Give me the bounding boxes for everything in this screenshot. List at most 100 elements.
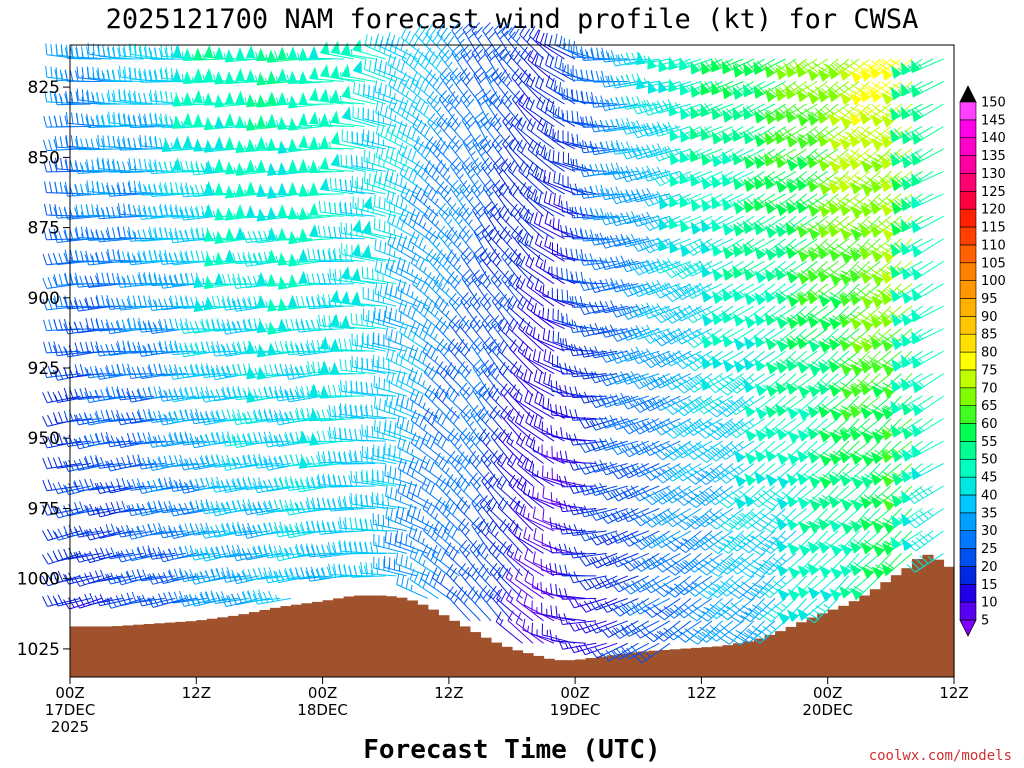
barb-flag [73, 438, 80, 450]
barb-flag [58, 231, 63, 243]
barb-flag [398, 120, 403, 132]
barb-flag [116, 161, 121, 173]
barb-half-flag [405, 136, 409, 143]
barb-flag [115, 343, 121, 355]
barb-flag [349, 338, 353, 351]
barb-flag [190, 251, 195, 263]
barb-flag [139, 44, 142, 56]
terrain-column [585, 658, 597, 677]
barb-half-flag [410, 517, 413, 524]
barb-half-flag [170, 53, 174, 60]
barb-half-flag [75, 528, 79, 536]
barb-half-flag [170, 142, 174, 150]
barb-flag [126, 570, 132, 582]
barb-flag [63, 505, 69, 516]
barb-pennant [266, 91, 277, 105]
barb-flag [153, 386, 158, 398]
barb-flag [57, 528, 64, 540]
barb-flag [211, 295, 216, 308]
terrain-column [575, 659, 587, 677]
barb-half-flag [265, 322, 268, 330]
barb-pennant [287, 70, 298, 84]
barb-flag [289, 523, 295, 535]
barb-flag [423, 104, 430, 116]
terrain-column [206, 618, 218, 677]
wind-barb [43, 139, 81, 152]
wind-barb [338, 564, 376, 577]
barb-half-flag [181, 74, 184, 81]
barb-half-flag [399, 495, 402, 502]
barb-half-flag [437, 129, 442, 135]
barb-flag [410, 320, 417, 332]
barb-pennant [235, 67, 246, 82]
barb-half-flag [134, 187, 137, 194]
barb-flag [184, 570, 190, 581]
barb-staff [120, 124, 155, 127]
barb-flag [147, 343, 153, 355]
barb-flag [380, 124, 385, 137]
barb-pennant [362, 195, 373, 210]
barb-pennant [266, 273, 277, 287]
wind-barb [64, 70, 102, 82]
barb-flag [142, 230, 147, 242]
barb-half-flag [244, 97, 247, 104]
barb-pennant [341, 266, 351, 280]
barb-pennant [214, 230, 225, 244]
barb-flag [41, 575, 49, 587]
terrain-column [533, 655, 545, 677]
barb-flag [137, 525, 143, 537]
barb-pennant [245, 93, 256, 108]
barb-half-flag [91, 166, 95, 173]
barb-flag [329, 177, 332, 189]
barb-flag [372, 469, 374, 481]
barb-flag [405, 420, 410, 432]
barb-flag [101, 182, 105, 194]
barb-pennant [298, 112, 309, 126]
barb-flag [131, 527, 138, 539]
barb-flag [63, 297, 69, 310]
wind-barb [84, 528, 123, 541]
barb-half-flag [133, 302, 137, 309]
barb-flag [105, 431, 111, 444]
barb-flag [85, 318, 90, 330]
barb-flag [110, 596, 117, 608]
barb-flag [132, 341, 137, 354]
wind-barb [94, 343, 134, 357]
barb-pennant [245, 204, 256, 219]
barb-flag [403, 211, 410, 223]
barb-flag [153, 48, 158, 60]
barb-half-flag [383, 183, 385, 190]
barb-flag [394, 467, 397, 479]
barb-flag [89, 366, 95, 378]
barb-flag [76, 88, 79, 100]
barb-flag [355, 471, 358, 483]
barb-flag [49, 181, 53, 193]
barb-flag [116, 139, 121, 151]
barb-flag [147, 456, 153, 468]
barb-flag [377, 470, 379, 482]
barb-flag [101, 70, 105, 82]
barb-flag [247, 276, 253, 288]
barb-staff [141, 418, 176, 421]
barb-flag [417, 372, 423, 384]
barb-flag [52, 391, 59, 403]
barb-half-flag [424, 175, 429, 182]
barb-flag [132, 295, 137, 307]
barb-flag [122, 340, 126, 352]
terrain-column [417, 604, 429, 677]
wind-barb [96, 114, 134, 127]
barb-staff [78, 237, 113, 240]
barb-flag [195, 387, 200, 399]
barb-pennant [319, 177, 330, 191]
wind-barb [52, 594, 92, 607]
barb-flag [383, 399, 386, 412]
barb-flag [96, 272, 100, 284]
barb-flag [349, 429, 353, 441]
wind-barb [54, 181, 92, 195]
barb-flag [391, 259, 395, 272]
barb-flag [84, 552, 91, 563]
barb-flag [84, 593, 90, 605]
barb-half-flag [371, 456, 373, 463]
barb-flag [268, 522, 274, 534]
wind-barb [115, 524, 155, 538]
